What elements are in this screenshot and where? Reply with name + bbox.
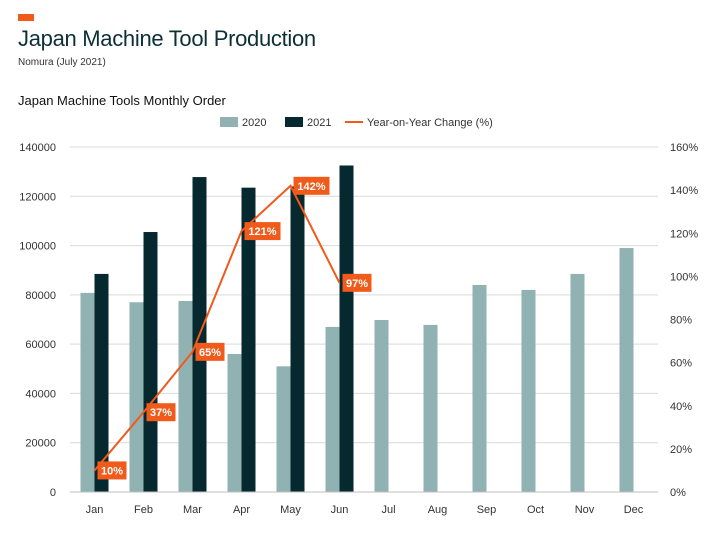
y-right-tick-label: 80% [670,315,692,327]
x-tick-label: Jul [381,504,395,516]
yoy-labels: 10% 37% 65% 121% 142% 97% [97,176,372,480]
x-tick-label: Nov [575,504,595,516]
legend-item: Year-on-Year Change (%) [345,117,493,129]
bar-2020 [619,248,634,492]
x-tick-label: Dec [624,504,644,516]
y-right-tick-label: 60% [670,358,692,370]
y-right-tick-label: 20% [670,444,692,456]
bar-2021 [94,273,109,492]
yoy-data-label-bg [244,222,281,241]
yoy-data-label: 37% [146,403,176,422]
yoy-data-label-bg [146,403,176,422]
bar-2020 [325,326,340,492]
bar-2020 [472,285,487,492]
x-tick-label: Mar [183,504,202,516]
bar-2021 [143,232,158,492]
yoy-data-label: 142% [293,176,330,195]
x-tick-label: Jan [86,504,104,516]
yoy-data-label: 65% [195,342,225,361]
bar-2020 [521,289,536,492]
x-tick-label: Jun [331,504,349,516]
y-right-tick-label: 100% [670,271,698,283]
legend-swatch [220,117,238,127]
chart-title: Japan Machine Tools Monthly Order [18,93,226,108]
x-tick-label: Sep [477,504,497,516]
yoy-data-label-text: 121% [248,226,276,238]
bar-2020 [276,366,291,492]
yoy-data-label-bg [97,461,127,480]
x-tick-label: Aug [428,504,448,516]
y-left-tick-label: 120000 [19,191,56,203]
bar-2020 [423,324,438,492]
yoy-data-label: 10% [97,461,127,480]
x-tick-label: Feb [134,504,153,516]
x-tick-label: Oct [527,504,544,516]
source-note: Nomura (July 2021) [18,57,106,68]
y-right-tick-label: 120% [670,228,698,240]
title-accent-bar [18,14,34,21]
y-left-tick-label: 100000 [19,241,56,253]
yoy-line-path [93,184,341,472]
yoy-line [93,184,341,472]
y-left-tick-label: 20000 [25,438,56,450]
yoy-data-label-bg [195,342,225,361]
yoy-data-label: 121% [244,222,281,241]
yoy-data-label-text: 97% [346,278,368,290]
yoy-data-label-text: 65% [199,347,221,359]
yoy-data-label-text: 142% [297,181,325,193]
bar-2020 [570,273,585,492]
bar-2021 [290,186,305,492]
y-left-tick-label: 60000 [25,339,56,351]
bar-2020 [227,354,242,492]
bar-2020 [129,302,144,492]
bar-2020 [178,301,193,492]
legend-item: 2020 [220,117,266,129]
legend-label: 2021 [307,117,331,129]
page-title: Japan Machine Tool Production [18,26,316,51]
x-tick-label: May [280,504,301,516]
yoy-data-label-bg [293,176,330,195]
bar-2021 [339,165,354,492]
bars [80,165,634,493]
legend-swatch [285,117,303,127]
y-right-tick-label: 40% [670,401,692,413]
bar-2020 [80,292,95,492]
y-right-tick-label: 0% [670,487,686,499]
yoy-data-label-text: 10% [101,465,123,477]
y-left-tick-label: 140000 [19,142,56,154]
legend: 2020 2021 Year-on-Year Change (%) [220,117,493,129]
legend-label: Year-on-Year Change (%) [367,117,493,129]
y-right-tick-label: 140% [670,185,698,197]
y-right-tick-label: 160% [670,142,698,154]
yoy-data-label-text: 37% [150,407,172,419]
bar-2021 [241,187,256,493]
axes: 0 20000 40000 60000 80000 100000 120000 140000 0… [19,142,698,516]
y-left-tick-label: 80000 [25,290,56,302]
bar-2020 [374,319,389,492]
yoy-data-label-bg [342,273,372,292]
x-tick-label: Apr [233,504,250,516]
yoy-data-label: 97% [342,273,372,292]
gridlines [70,146,658,444]
legend-label: 2020 [242,117,266,129]
y-left-tick-label: 40000 [25,388,56,400]
y-left-tick-label: 0 [50,487,56,499]
legend-item: 2021 [285,117,331,129]
